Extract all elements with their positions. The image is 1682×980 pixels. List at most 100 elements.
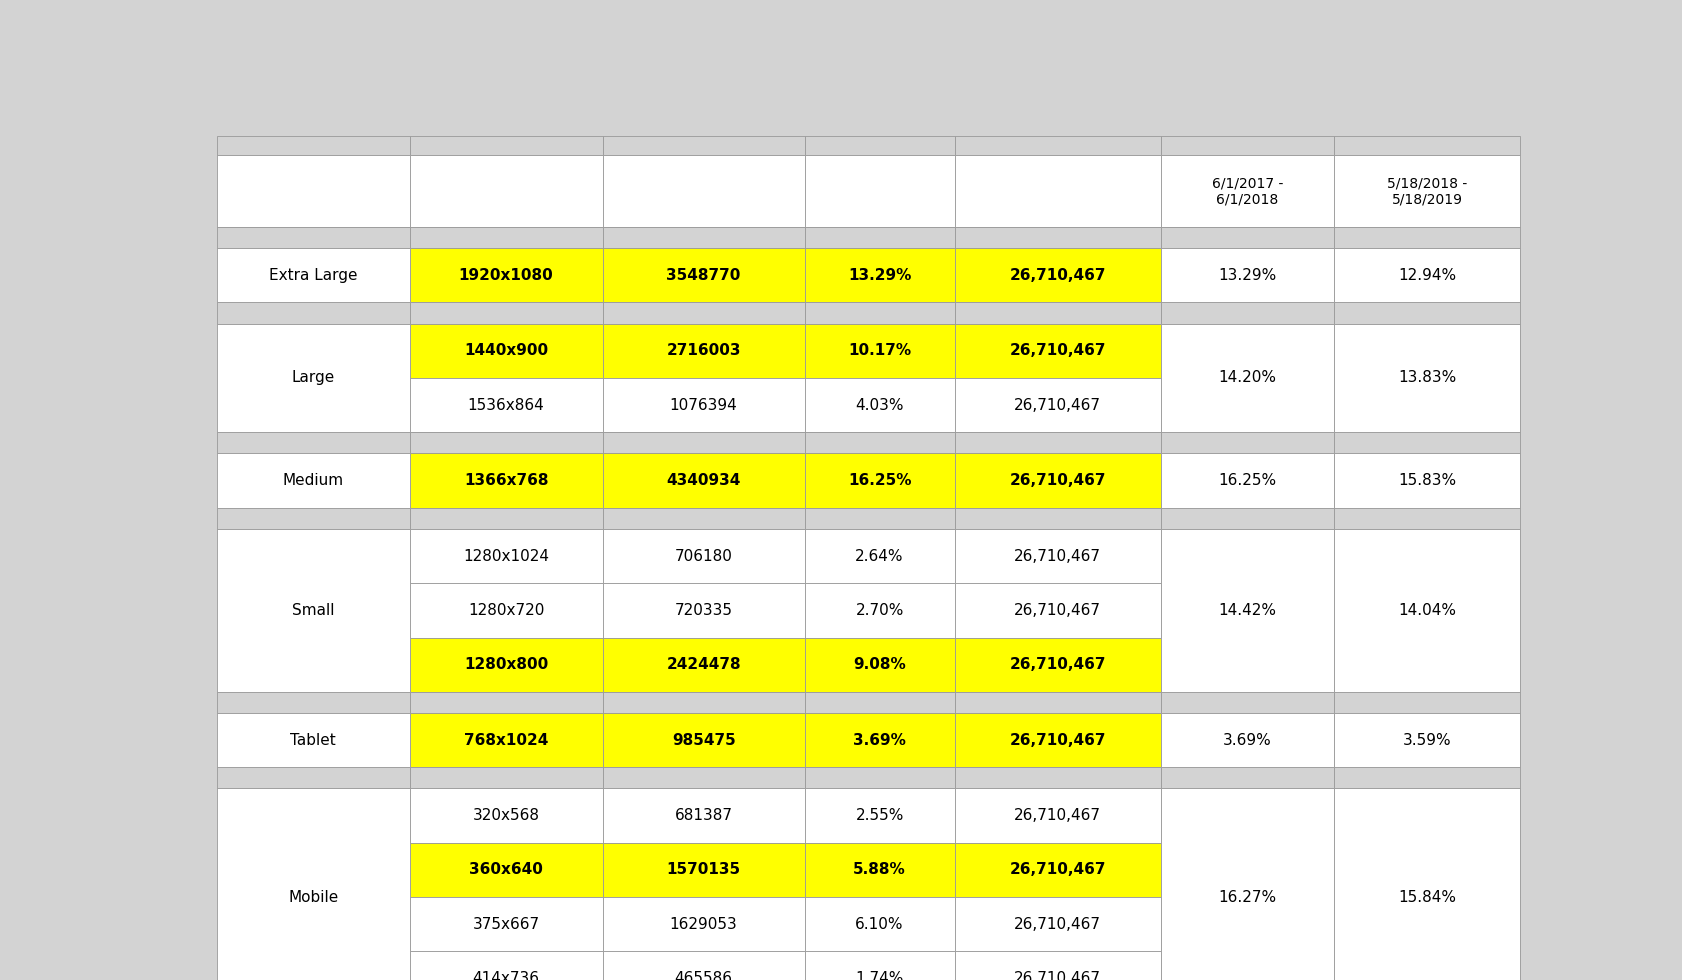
Bar xyxy=(955,248,1161,303)
Bar xyxy=(410,508,602,529)
Bar xyxy=(410,227,602,248)
Text: 681387: 681387 xyxy=(674,808,733,823)
Bar xyxy=(1161,323,1334,378)
Text: 1570135: 1570135 xyxy=(666,862,740,877)
Text: 3.69%: 3.69% xyxy=(1223,733,1272,748)
Bar xyxy=(217,432,410,454)
Bar xyxy=(804,843,955,897)
Bar xyxy=(602,529,804,583)
Text: 5/18/2018 -
5/18/2019: 5/18/2018 - 5/18/2019 xyxy=(1388,176,1467,206)
Bar xyxy=(955,323,1161,378)
Text: Extra Large: Extra Large xyxy=(269,268,358,283)
Bar xyxy=(1161,789,1334,843)
Bar xyxy=(804,378,955,432)
Bar xyxy=(410,638,602,692)
Bar xyxy=(1161,713,1334,767)
Text: 9.08%: 9.08% xyxy=(853,658,907,672)
Text: 26,710,467: 26,710,467 xyxy=(1009,733,1105,748)
Text: Small: Small xyxy=(293,603,335,617)
Bar xyxy=(1334,155,1521,227)
Bar xyxy=(602,767,804,789)
Bar xyxy=(804,248,955,303)
Bar xyxy=(1334,248,1521,303)
Bar xyxy=(602,155,804,227)
Bar xyxy=(410,303,602,323)
Text: 14.04%: 14.04% xyxy=(1398,603,1457,617)
Bar xyxy=(1161,248,1334,303)
Bar xyxy=(1334,529,1521,583)
Bar xyxy=(1334,529,1521,692)
Bar xyxy=(602,454,804,508)
Text: 375x667: 375x667 xyxy=(473,916,540,932)
Text: 985475: 985475 xyxy=(671,733,735,748)
Text: Large: Large xyxy=(291,370,335,385)
Text: 1629053: 1629053 xyxy=(669,916,737,932)
Text: 1366x768: 1366x768 xyxy=(464,473,548,488)
Bar xyxy=(217,508,410,529)
Bar xyxy=(1161,248,1334,303)
Bar xyxy=(217,227,410,248)
Text: 13.29%: 13.29% xyxy=(848,268,912,283)
Text: 12.94%: 12.94% xyxy=(1398,268,1457,283)
Bar xyxy=(1334,692,1521,713)
Bar xyxy=(602,713,804,767)
Bar xyxy=(955,789,1161,843)
Bar xyxy=(804,136,955,155)
Bar xyxy=(804,767,955,789)
Bar xyxy=(217,529,410,692)
Bar xyxy=(217,136,410,155)
Bar xyxy=(804,454,955,508)
Text: 16.25%: 16.25% xyxy=(1218,473,1277,488)
Bar xyxy=(602,227,804,248)
Text: 13.29%: 13.29% xyxy=(1218,268,1277,283)
Bar xyxy=(217,767,410,789)
Text: 4.03%: 4.03% xyxy=(856,398,903,413)
Bar xyxy=(410,789,602,843)
Text: 2.64%: 2.64% xyxy=(856,549,903,564)
Bar xyxy=(1334,248,1521,303)
Bar xyxy=(1161,454,1334,508)
Bar xyxy=(217,692,410,713)
Text: 465586: 465586 xyxy=(674,971,733,980)
Text: 2716003: 2716003 xyxy=(666,343,740,359)
Bar xyxy=(1161,843,1334,897)
Text: 26,710,467: 26,710,467 xyxy=(1009,343,1105,359)
Text: 26,710,467: 26,710,467 xyxy=(1009,862,1105,877)
Bar xyxy=(1161,692,1334,713)
Bar xyxy=(955,136,1161,155)
Bar xyxy=(217,789,410,980)
Bar xyxy=(1161,529,1334,583)
Text: 1920x1080: 1920x1080 xyxy=(459,268,553,283)
Text: 26,710,467: 26,710,467 xyxy=(1009,658,1105,672)
Bar xyxy=(602,248,804,303)
Text: 1536x864: 1536x864 xyxy=(468,398,545,413)
Text: 13.83%: 13.83% xyxy=(1398,370,1457,385)
Text: 4340934: 4340934 xyxy=(666,473,740,488)
Text: 3.69%: 3.69% xyxy=(853,733,907,748)
Text: 1076394: 1076394 xyxy=(669,398,737,413)
Bar xyxy=(1334,843,1521,897)
Text: 3548770: 3548770 xyxy=(666,268,740,283)
Bar xyxy=(602,638,804,692)
Bar xyxy=(1334,952,1521,980)
Bar xyxy=(955,378,1161,432)
Bar xyxy=(955,529,1161,583)
Bar xyxy=(1334,323,1521,432)
Bar xyxy=(602,897,804,952)
Bar xyxy=(410,136,602,155)
Text: 1.74%: 1.74% xyxy=(856,971,903,980)
Bar xyxy=(804,227,955,248)
Bar xyxy=(1161,155,1334,227)
Text: 5.88%: 5.88% xyxy=(853,862,907,877)
Bar xyxy=(1334,227,1521,248)
Text: 6/1/2017 -
6/1/2018: 6/1/2017 - 6/1/2018 xyxy=(1211,176,1283,206)
Bar xyxy=(804,529,955,583)
Bar xyxy=(1334,583,1521,638)
Bar xyxy=(955,692,1161,713)
Bar xyxy=(955,897,1161,952)
Bar xyxy=(1161,432,1334,454)
Text: 15.83%: 15.83% xyxy=(1398,473,1457,488)
Bar xyxy=(1334,323,1521,378)
Bar xyxy=(955,767,1161,789)
Bar xyxy=(804,508,955,529)
